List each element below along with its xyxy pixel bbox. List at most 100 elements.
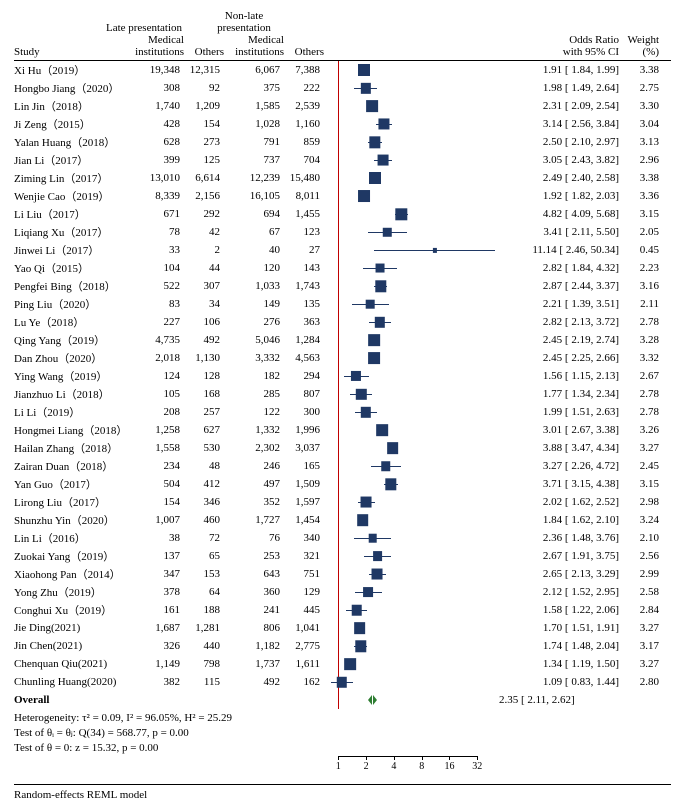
weight: 3.15 bbox=[619, 208, 659, 220]
or-text: 1.74 [ 1.48, 2.04] bbox=[499, 640, 619, 652]
plot-cell bbox=[324, 259, 499, 277]
or-text: 3.14 [ 2.56, 3.84] bbox=[499, 118, 619, 130]
plot-cell bbox=[324, 331, 499, 349]
study-name: Yao Qi（2015） bbox=[14, 260, 124, 276]
late-oth: 34 bbox=[184, 298, 224, 310]
nonlate-oth: 1,509 bbox=[284, 478, 324, 490]
table-row: Jian Li（2017）3991257377043.05 [ 2.43, 3.… bbox=[14, 151, 671, 169]
nonlate-oth: 751 bbox=[284, 568, 324, 580]
study-name: Jie Ding(2021) bbox=[14, 622, 124, 634]
plot-cell bbox=[324, 133, 499, 151]
weight: 2.78 bbox=[619, 388, 659, 400]
late-oth: 154 bbox=[184, 118, 224, 130]
nonlate-group-label: Non-late presentation bbox=[204, 10, 284, 34]
plot-cell bbox=[324, 457, 499, 475]
table-row: Dan Zhou（2020）2,0181,1303,3324,5632.45 [… bbox=[14, 349, 671, 367]
weight: 2.98 bbox=[619, 496, 659, 508]
late-oth: 6,614 bbox=[184, 172, 224, 184]
plot-cell bbox=[324, 439, 499, 457]
late-med: 124 bbox=[124, 370, 184, 382]
nonlate-oth: 222 bbox=[284, 82, 324, 94]
late-med: 522 bbox=[124, 280, 184, 292]
nonlate-med: 40 bbox=[224, 244, 284, 256]
study-name: Lin Li（2016） bbox=[14, 530, 124, 546]
nonlate-med: 352 bbox=[224, 496, 284, 508]
table-row: Qing Yang（2019）4,7354925,0461,2842.45 [ … bbox=[14, 331, 671, 349]
nonlate-med: 737 bbox=[224, 154, 284, 166]
late-oth: 188 bbox=[184, 604, 224, 616]
nonlate-oth: 445 bbox=[284, 604, 324, 616]
nonlate-oth: 129 bbox=[284, 586, 324, 598]
table-header: Study Late presentation Medical institut… bbox=[14, 10, 671, 61]
late-oth: 440 bbox=[184, 640, 224, 652]
nonlate-med: 1,182 bbox=[224, 640, 284, 652]
plot-cell bbox=[324, 97, 499, 115]
nonlate-oth: 7,388 bbox=[284, 64, 324, 76]
table-row: Lin Li（2016）3872763402.36 [ 1.48, 3.76]2… bbox=[14, 529, 671, 547]
late-oth: 44 bbox=[184, 262, 224, 274]
weight: 3.13 bbox=[619, 136, 659, 148]
or-text: 3.05 [ 2.43, 3.82] bbox=[499, 154, 619, 166]
or-text: 2.87 [ 2.44, 3.37] bbox=[499, 280, 619, 292]
late-oth: 412 bbox=[184, 478, 224, 490]
or-text: 2.45 [ 2.19, 2.74] bbox=[499, 334, 619, 346]
note-line: Test of θ = 0: z = 15.32, p = 0.00 bbox=[14, 741, 671, 756]
late-oth: 1,209 bbox=[184, 100, 224, 112]
table-row: Shunzhu Yin（2020）1,0074601,7271,4541.84 … bbox=[14, 511, 671, 529]
nonlate-med: 5,046 bbox=[224, 334, 284, 346]
nonlate-med: 360 bbox=[224, 586, 284, 598]
weight: 3.26 bbox=[619, 424, 659, 436]
study-name: Ji Zeng（2015） bbox=[14, 116, 124, 132]
plot-cell bbox=[324, 421, 499, 439]
study-name: Jin Chen(2021) bbox=[14, 640, 124, 652]
nonlate-oth: 859 bbox=[284, 136, 324, 148]
nonlate-med: 497 bbox=[224, 478, 284, 490]
weight: 2.56 bbox=[619, 550, 659, 562]
axis-tick-label: 16 bbox=[444, 761, 454, 772]
late-med: 378 bbox=[124, 586, 184, 598]
table-row: Yong Zhu（2019）378643601292.12 [ 1.52, 2.… bbox=[14, 583, 671, 601]
nonlate-med: 149 bbox=[224, 298, 284, 310]
table-row: Lu Ye（2018）2271062763632.82 [ 2.13, 3.72… bbox=[14, 313, 671, 331]
weight: 3.15 bbox=[619, 478, 659, 490]
study-name: Zuokai Yang（2019） bbox=[14, 548, 124, 564]
late-oth: 125 bbox=[184, 154, 224, 166]
nonlate-med: 2,302 bbox=[224, 442, 284, 454]
nonlate-oth: 1,160 bbox=[284, 118, 324, 130]
nonlate-oth: 162 bbox=[284, 676, 324, 688]
plot-cell bbox=[324, 673, 499, 691]
plot-cell bbox=[324, 295, 499, 313]
nonlate-med: 1,727 bbox=[224, 514, 284, 526]
nonlate-med: 1,028 bbox=[224, 118, 284, 130]
plot-cell bbox=[324, 565, 499, 583]
plot-cell bbox=[324, 493, 499, 511]
nonlate-med: 276 bbox=[224, 316, 284, 328]
late-med: 38 bbox=[124, 532, 184, 544]
nonlate-oth: 1,041 bbox=[284, 622, 324, 634]
weight: 2.58 bbox=[619, 586, 659, 598]
table-row: Jin Chen(2021)3264401,1822,7751.74 [ 1.4… bbox=[14, 637, 671, 655]
nonlate-med: 253 bbox=[224, 550, 284, 562]
weight: 3.17 bbox=[619, 640, 659, 652]
nonlate-med: 694 bbox=[224, 208, 284, 220]
col-late-oth: Others bbox=[184, 34, 224, 58]
late-med: 428 bbox=[124, 118, 184, 130]
or-text: 1.70 [ 1.51, 1.91] bbox=[499, 622, 619, 634]
study-name: Jian Li（2017） bbox=[14, 152, 124, 168]
table-row: Jinwei Li（2017）332402711.14 [ 2.46, 50.3… bbox=[14, 241, 671, 259]
table-row: Li Liu（2017）6712926941,4554.82 [ 4.09, 5… bbox=[14, 205, 671, 223]
weight-label-2: (%) bbox=[619, 46, 659, 58]
nonlate-oth: 15,480 bbox=[284, 172, 324, 184]
study-name: Ying Wang（2019） bbox=[14, 368, 124, 384]
nonlate-oth: 4,563 bbox=[284, 352, 324, 364]
late-oth: 72 bbox=[184, 532, 224, 544]
nonlate-oth: 8,011 bbox=[284, 190, 324, 202]
or-text: 2.36 [ 1.48, 3.76] bbox=[499, 532, 619, 544]
x-axis: 12481632 bbox=[324, 756, 499, 778]
study-name: Jinwei Li（2017） bbox=[14, 242, 124, 258]
nonlate-med: 1,332 bbox=[224, 424, 284, 436]
nonlate-med: 791 bbox=[224, 136, 284, 148]
plot-cell bbox=[324, 205, 499, 223]
nonlate-oth: 2,539 bbox=[284, 100, 324, 112]
late-med: 2,018 bbox=[124, 352, 184, 364]
